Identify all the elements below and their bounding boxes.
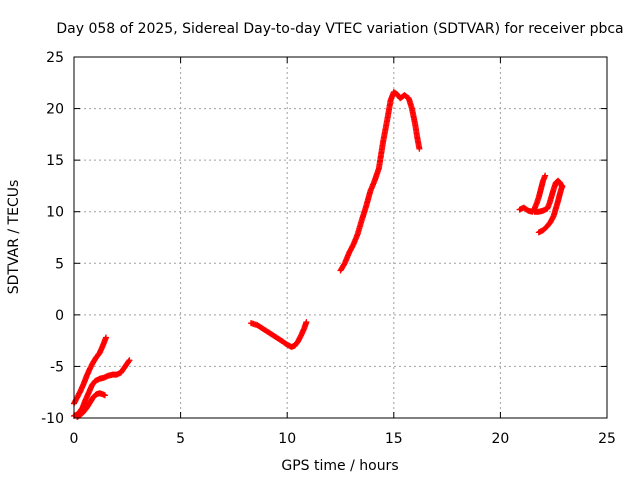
data-point [125,358,132,365]
y-tick-label: 5 [55,256,64,272]
y-tick-label: -5 [50,359,64,375]
y-axis-label: SDTVAR / TECUs [6,180,22,295]
x-tick-label: 10 [278,431,296,447]
x-tick-labels: 0 5 10 15 20 25 [70,431,616,447]
grid-lines [74,57,607,418]
data-point [126,357,133,364]
data-point [542,172,549,179]
y-tick-label: 0 [55,308,64,324]
y-tick-label: 15 [46,153,64,169]
x-tick-label: 20 [491,431,509,447]
data-points [71,89,566,420]
x-tick-label: 25 [598,431,616,447]
data-point [559,182,566,189]
y-tick-labels: -10 -5 0 5 10 15 20 25 [41,50,64,427]
chart-title: Day 058 of 2025, Sidereal Day-to-day VTE… [56,21,623,37]
x-tick-label: 0 [70,431,79,447]
data-point [102,334,109,341]
y-tick-label: 20 [46,102,64,118]
y-tick-label: 10 [46,205,64,221]
y-tick-label: -10 [41,411,64,427]
data-point [303,319,310,326]
y-tick-label: 25 [46,50,64,66]
plot-frame [73,56,608,419]
x-tick-label: 15 [385,431,403,447]
x-tick-label: 5 [176,431,185,447]
data-point [101,392,108,399]
x-axis-label: GPS time / hours [281,458,398,474]
data-point [416,145,423,152]
axis-ticks [73,56,608,419]
